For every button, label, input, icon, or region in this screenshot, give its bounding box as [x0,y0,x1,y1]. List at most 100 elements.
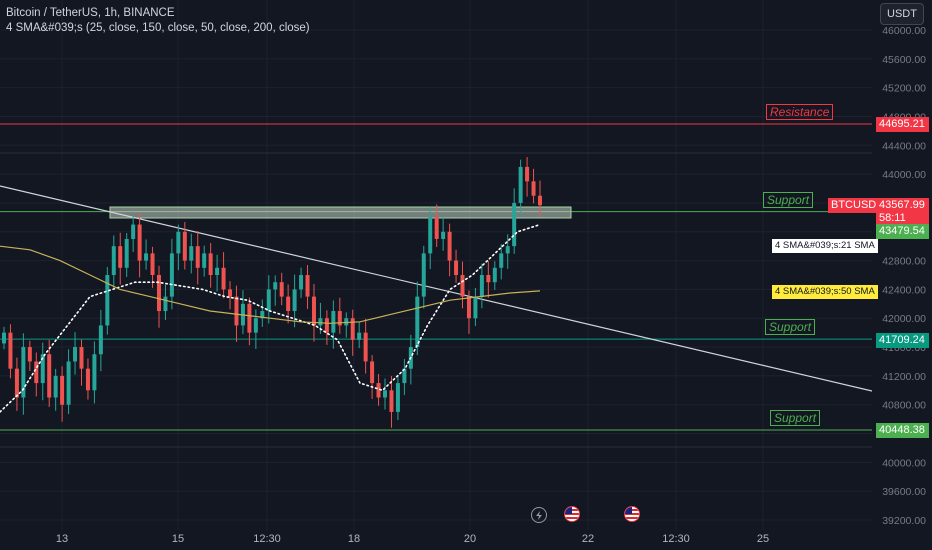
candle-body [228,289,233,297]
candle-body [266,289,271,312]
descending-trendline [0,185,873,392]
candle-body [73,347,78,362]
candle-body [124,238,129,268]
current-price-tag: 43567.99 [876,198,929,213]
candle-body [286,296,291,312]
resistance-price-tag: 44695.21 [876,117,929,132]
symbol-tag: BTCUSDT [828,198,886,213]
candle-body [383,390,388,398]
candle-body [105,275,110,326]
candle-body [479,275,484,297]
candle-body [518,166,523,203]
chart-legend: Bitcoin / TetherUS, 1h, BINANCE 4 SMA&#0… [6,6,310,36]
candle-body [415,296,420,348]
candle-body [40,354,45,384]
time-tick-label: 25 [757,533,769,545]
time-tick-label: 22 [582,533,594,545]
candle-body [492,267,497,283]
candle-body [118,246,123,268]
candle-body [8,332,13,369]
candlesticks [2,157,542,428]
price-tick-label: 44400.00 [882,140,926,152]
sma21-label: 4 SMA&#039;s:21 SMA [772,239,878,253]
support-mid-price-tag: 41709.24 [876,333,929,348]
price-tick-label: 41200.00 [882,371,926,383]
support-annotation-mid: Support [765,319,816,335]
trendlines [0,185,873,392]
sma21-line [0,223,541,413]
support-zone-box [109,206,572,219]
candle-body [247,303,252,333]
indicator-legend: 4 SMA&#039;s (25, close, 150, close, 50,… [6,22,310,34]
candle-body [299,275,304,290]
candle-body [150,253,155,275]
candle-body [454,260,459,275]
candle-body [370,361,375,384]
candle-body [163,296,168,312]
price-tick-label: 42000.00 [882,313,926,325]
price-axis: 46000.0045600.0045200.0044800.0044400.00… [882,25,926,527]
candle-body [195,246,200,268]
candle-body [305,275,310,297]
candle-body [311,296,316,326]
candle-body [357,332,362,340]
currency-button[interactable]: USDT [880,3,924,25]
candle-body [505,246,510,254]
candle-body [363,332,368,362]
time-tick-label: 12:30 [253,533,281,545]
sma50-line [0,245,541,324]
candle-body [2,332,6,344]
candle-body [499,253,504,268]
time-tick-label: 18 [348,533,360,545]
candle-body [85,368,90,391]
candle-body [202,253,207,268]
price-tick-label: 45600.00 [882,54,926,66]
candle-body [428,217,433,254]
candle-body [47,354,52,398]
candle-body [460,275,465,297]
candle-body [208,253,213,275]
candle-body [137,224,142,261]
us-flag-icon[interactable] [564,506,580,522]
us-flag-icon[interactable] [624,506,640,522]
countdown-tag: 58:11 [876,211,929,226]
resistance-annotation: Resistance [766,104,834,120]
symbol-title: Bitcoin / TetherUS, 1h, BINANCE [6,7,175,19]
candle-body [402,368,407,384]
support-annotation-upper: Support [763,192,814,208]
candle-body [447,231,452,261]
candle-body [337,311,342,326]
candle-body [189,246,194,261]
candle-body [182,231,187,261]
time-tick-label: 12:30 [662,533,690,545]
candle-body [512,202,517,247]
candle-body [292,289,297,312]
support-upper-price-tag: 43479.54 [876,224,929,239]
candle-body [466,296,471,319]
candle-body [131,224,136,239]
candle-body [279,282,284,297]
candle-body [253,318,258,333]
candle-body [441,231,446,239]
time-tick-label: 13 [56,533,68,545]
candle-body [156,275,161,312]
price-tick-label: 39600.00 [882,486,926,498]
candle-body [531,181,536,196]
candle-body [344,318,349,326]
candle-body [92,354,97,391]
candle-body [144,253,149,261]
candle-body [260,311,265,319]
price-tick-label: 45200.00 [882,83,926,95]
candle-body [350,318,355,340]
support-annotation-low: Support [770,410,821,426]
lightning-icon[interactable] [531,507,547,523]
candle-body [221,267,226,290]
candle-body [98,325,103,355]
candle-body [234,296,239,326]
chart-grid [0,0,872,530]
candle-body [273,282,278,290]
candle-body [486,275,491,283]
candle-body [27,347,32,362]
candle-body [60,375,65,405]
